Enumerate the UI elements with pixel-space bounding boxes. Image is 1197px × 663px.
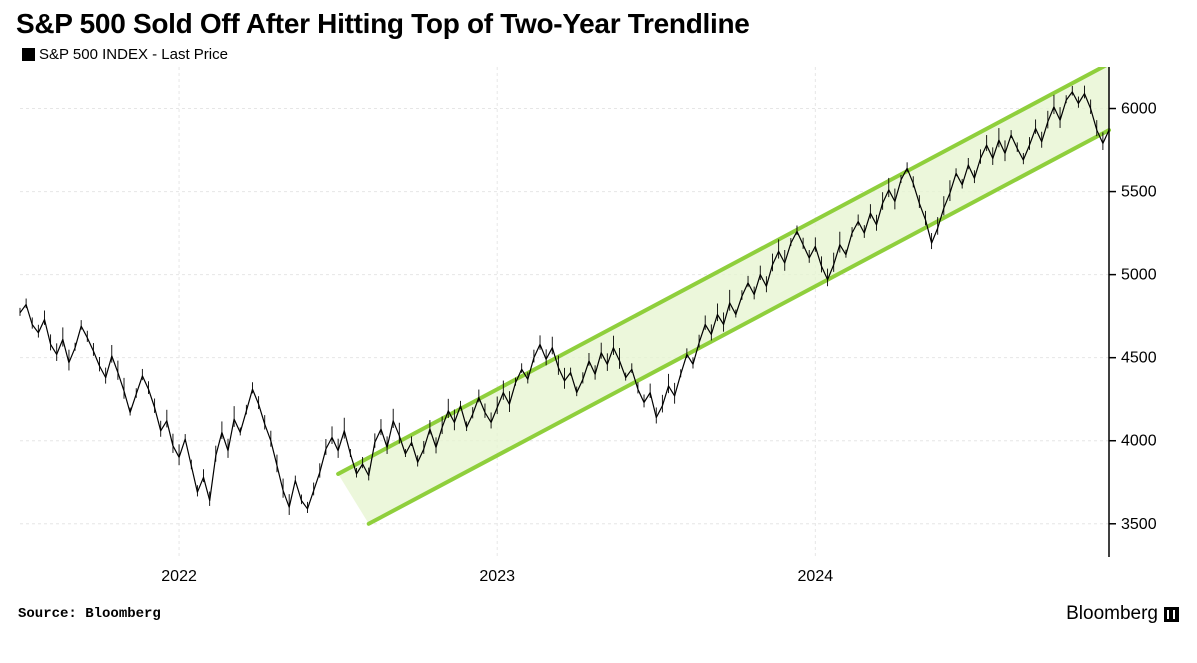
legend-series-label: S&P 500 INDEX - Last Price — [39, 46, 228, 63]
brand-icon — [1164, 607, 1179, 622]
chart-legend: S&P 500 INDEX - Last Price — [0, 44, 1197, 67]
svg-text:3500: 3500 — [1121, 516, 1157, 533]
brand-logo: Bloomberg — [1066, 603, 1179, 625]
svg-text:5000: 5000 — [1121, 267, 1157, 284]
svg-text:4000: 4000 — [1121, 433, 1157, 450]
chart-footer: Source: Bloomberg Bloomberg — [0, 597, 1197, 625]
svg-text:2023: 2023 — [479, 568, 515, 585]
svg-text:2022: 2022 — [161, 568, 197, 585]
legend-swatch-icon — [22, 48, 35, 61]
chart-plot-area: 3500 4000 4500 5000 5500 6000 2022 2023 2024 — [16, 67, 1181, 597]
source-attribution: Source: Bloomberg — [18, 606, 161, 622]
chart-title: S&P 500 Sold Off After Hitting Top of Tw… — [0, 0, 1197, 44]
svg-text:4500: 4500 — [1121, 350, 1157, 367]
chart-svg: 3500 4000 4500 5000 5500 6000 2022 2023 2024 — [16, 67, 1181, 597]
brand-text: Bloomberg — [1066, 603, 1158, 625]
svg-text:2024: 2024 — [798, 568, 834, 585]
svg-text:5500: 5500 — [1121, 184, 1157, 201]
svg-text:6000: 6000 — [1121, 101, 1157, 118]
